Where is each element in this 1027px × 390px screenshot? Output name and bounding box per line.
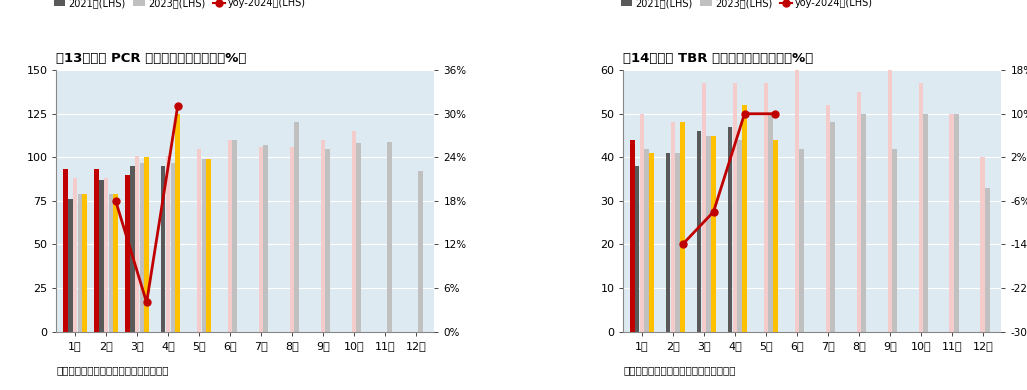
Bar	[206, 159, 211, 332]
Bar	[125, 175, 129, 332]
Bar	[326, 149, 330, 332]
Bar	[676, 153, 680, 332]
Bar	[232, 140, 237, 332]
Bar	[795, 70, 799, 331]
Bar	[680, 122, 685, 332]
Bar	[773, 140, 777, 332]
Bar	[732, 83, 737, 332]
Bar	[259, 147, 263, 332]
Bar	[728, 127, 732, 332]
Legend: 2019年(LHS), 2021年(LHS), 2022年(LHS), 2023年(LHS), 2024年(LHS), yoy-2024年(LHS): 2019年(LHS), 2021年(LHS), 2022年(LHS), 2023…	[620, 0, 873, 9]
Legend: 2019年(LHS), 2021年(LHS), 2022年(LHS), 2023年(LHS), 2024年(LHS), yoy-2024年(LHS): 2019年(LHS), 2021年(LHS), 2022年(LHS), 2023…	[53, 0, 306, 9]
Bar	[82, 194, 87, 332]
Bar	[201, 159, 206, 332]
Bar	[981, 157, 985, 332]
Text: 资料来源：欧盟商务部，民生证券研究院: 资料来源：欧盟商务部，民生证券研究院	[623, 365, 736, 375]
Bar	[73, 178, 77, 332]
Bar	[64, 170, 68, 332]
Bar	[68, 199, 73, 332]
Bar	[135, 156, 140, 332]
Bar	[228, 140, 232, 332]
Bar	[671, 122, 675, 332]
Bar	[826, 105, 830, 332]
Bar	[197, 149, 201, 332]
Bar	[170, 163, 175, 332]
Bar	[99, 180, 104, 332]
Bar	[923, 114, 927, 332]
Bar	[862, 114, 866, 332]
Bar	[356, 144, 360, 332]
Bar	[985, 188, 990, 332]
Text: 资料来源：欧盟商务部，民生证券研究院: 资料来源：欧盟商务部，民生证券研究院	[56, 365, 169, 375]
Text: 图14：欧盟 TBR 进口量及增速（千吨；%）: 图14：欧盟 TBR 进口量及增速（千吨；%）	[623, 52, 813, 65]
Bar	[78, 194, 82, 332]
Bar	[295, 122, 299, 332]
Bar	[640, 114, 644, 332]
Bar	[954, 114, 959, 332]
Bar	[918, 83, 923, 332]
Bar	[892, 149, 897, 332]
Bar	[712, 136, 716, 332]
Bar	[145, 157, 149, 332]
Bar	[161, 166, 165, 332]
Bar	[743, 105, 747, 332]
Bar	[768, 114, 773, 332]
Bar	[645, 149, 649, 332]
Bar	[831, 122, 835, 332]
Bar	[104, 178, 108, 332]
Bar	[418, 171, 423, 332]
Bar	[140, 163, 144, 332]
Bar	[290, 147, 294, 332]
Bar	[701, 83, 707, 332]
Bar	[950, 114, 954, 332]
Bar	[697, 131, 701, 332]
Bar	[109, 194, 113, 332]
Bar	[887, 70, 892, 331]
Bar	[176, 114, 180, 332]
Bar	[635, 166, 640, 332]
Bar	[707, 136, 711, 332]
Bar	[113, 194, 118, 332]
Bar	[857, 92, 861, 332]
Bar	[649, 153, 654, 332]
Bar	[351, 131, 356, 332]
Bar	[165, 156, 170, 332]
Bar	[631, 140, 635, 332]
Bar	[320, 140, 326, 332]
Bar	[799, 149, 804, 332]
Bar	[737, 140, 741, 332]
Bar	[264, 145, 268, 332]
Bar	[764, 83, 768, 332]
Text: 图13：欧盟 PCR 进口量及增速（千吨；%）: 图13：欧盟 PCR 进口量及增速（千吨；%）	[56, 52, 246, 65]
Bar	[665, 153, 671, 332]
Bar	[94, 170, 99, 332]
Bar	[387, 142, 392, 332]
Bar	[130, 166, 135, 332]
